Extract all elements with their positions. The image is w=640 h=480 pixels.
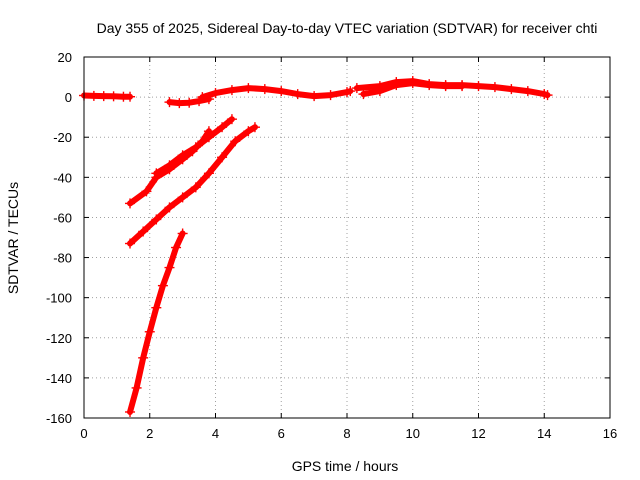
data-point — [125, 406, 136, 417]
data-point — [522, 86, 533, 97]
y-tick-label: -80 — [53, 251, 72, 266]
data-point — [197, 92, 208, 103]
data-point — [164, 262, 175, 273]
data-point — [171, 242, 182, 253]
data-point — [243, 126, 254, 137]
data-point — [374, 86, 385, 97]
y-tick-label: -60 — [53, 210, 72, 225]
y-axis-label: SDTVAR / TECUs — [5, 182, 21, 294]
data-point — [345, 86, 356, 97]
data-point — [210, 88, 221, 99]
plot-frame — [83, 56, 611, 419]
data-point — [203, 132, 214, 143]
y-tick-label: -160 — [46, 411, 72, 426]
data-point — [249, 122, 260, 133]
x-tick-label: 14 — [537, 426, 551, 441]
data-point — [177, 192, 188, 203]
data-point — [177, 150, 188, 161]
data-point — [276, 86, 287, 97]
x-tick-label: 16 — [603, 426, 617, 441]
y-tick-label: 0 — [65, 90, 72, 105]
data-point — [217, 122, 228, 133]
data-point — [226, 114, 237, 125]
data-point — [177, 228, 188, 239]
data-point — [125, 91, 136, 102]
data-point — [309, 91, 320, 102]
data-point — [473, 81, 484, 92]
data-point — [164, 160, 175, 171]
data-point — [141, 186, 152, 197]
data-point — [151, 302, 162, 313]
x-tick-label: 8 — [343, 426, 350, 441]
data-point — [174, 98, 185, 109]
data-point — [151, 214, 162, 225]
data-point — [203, 168, 214, 179]
data-point — [125, 238, 136, 249]
data-point — [440, 81, 451, 92]
data-point — [131, 382, 142, 393]
data-point — [358, 89, 369, 100]
data-point — [542, 90, 553, 101]
x-tick-label: 4 — [212, 426, 219, 441]
data-point — [138, 352, 149, 363]
x-tick-label: 12 — [471, 426, 485, 441]
data-point — [407, 78, 418, 89]
data-point — [88, 90, 99, 101]
data-point — [125, 198, 136, 209]
data-point — [184, 97, 195, 108]
data-point — [489, 82, 500, 93]
y-tick-label: 20 — [58, 50, 72, 65]
y-tick-label: -120 — [46, 331, 72, 346]
data-point — [230, 136, 241, 147]
data-point — [151, 168, 162, 179]
x-axis-label: GPS time / hours — [292, 458, 399, 474]
data-point — [138, 226, 149, 237]
data-point — [190, 142, 201, 153]
data-point — [391, 80, 402, 91]
data-point — [164, 97, 175, 108]
plot-data — [79, 76, 553, 417]
data-point — [506, 84, 517, 95]
data-point — [424, 80, 435, 91]
y-tick-label: -140 — [46, 371, 72, 386]
data-point — [325, 90, 336, 101]
data-point — [226, 85, 237, 96]
data-point — [351, 83, 362, 94]
data-point — [144, 326, 155, 337]
data-point — [217, 152, 228, 163]
y-tick-label: -20 — [53, 130, 72, 145]
x-tick-label: 2 — [146, 426, 153, 441]
x-tick-label: 6 — [278, 426, 285, 441]
x-axis: 0 2 4 6 8 10 12 14 16 — [80, 57, 617, 441]
chart-title: Day 355 of 2025, Sidereal Day-to-day VTE… — [97, 20, 598, 36]
y-axis: -160 -140 -120 -100 -80 -60 -40 -20 0 20 — [46, 50, 610, 426]
y-tick-label: -40 — [53, 170, 72, 185]
data-point — [108, 91, 119, 102]
data-point — [164, 202, 175, 213]
data-point — [98, 91, 109, 102]
data-point — [190, 182, 201, 193]
data-point — [259, 84, 270, 95]
data-point — [243, 83, 254, 94]
x-tick-label: 0 — [80, 426, 87, 441]
y-tick-label: -100 — [46, 291, 72, 306]
gridlines — [84, 57, 610, 418]
x-tick-label: 10 — [406, 426, 420, 441]
data-point — [157, 280, 168, 291]
data-series-trace — [127, 230, 186, 415]
data-point — [457, 81, 468, 92]
data-point — [292, 89, 303, 100]
